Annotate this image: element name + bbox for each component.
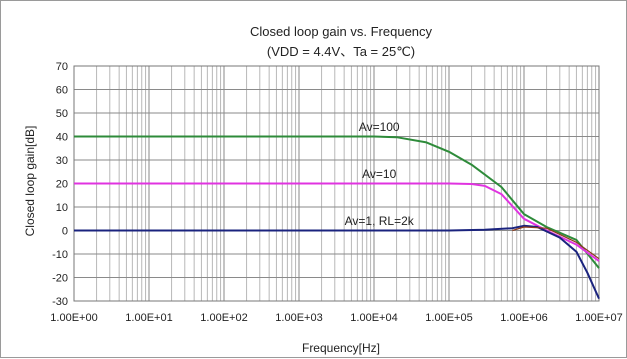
y-tick-label: -30 (52, 296, 68, 308)
y-tick-label: 0 (62, 226, 68, 238)
chart-title: Closed loop gain vs. Frequency (250, 24, 433, 39)
series-annotation: Av=1, RL=2k (345, 214, 415, 228)
chart-subtitle: (VDD = 4.4V、Ta = 25℃) (267, 44, 415, 59)
series-layer (74, 135, 600, 300)
y-axis-ticks: 70 60 50 40 30 20 10 0 -10 -20 -30 (52, 61, 68, 308)
y-axis-label: Closed loop gain[dB] (23, 126, 37, 237)
y-tick-label: 50 (56, 108, 68, 120)
x-tick-label: 1.00E+06 (500, 312, 547, 324)
x-tick-label: 1.00E+07 (575, 312, 622, 324)
y-tick-label: 30 (56, 155, 68, 167)
series-line-4 (512, 226, 600, 260)
y-tick-label: -10 (52, 249, 68, 261)
y-tick-label: 20 (56, 179, 68, 191)
x-tick-label: 1.00E+05 (425, 312, 472, 324)
series-annotation: Av=10 (362, 167, 396, 181)
y-tick-label: 70 (56, 61, 68, 73)
y-tick-label: 40 (56, 132, 68, 144)
x-axis-ticks: 1.00E+00 1.00E+01 1.00E+02 1.00E+03 1.00E+04… (50, 312, 622, 324)
x-tick-label: 1.00E+01 (125, 312, 172, 324)
annotations: Av=100 Av=10 Av=1, RL=2k (345, 120, 415, 228)
series-line-1 (74, 135, 600, 269)
x-axis-label: Frequency[Hz] (302, 341, 380, 355)
series-line-3 (74, 224, 600, 300)
x-tick-label: 1.00E+04 (350, 312, 397, 324)
y-tick-label: -20 (52, 273, 68, 285)
y-tick-label: 10 (56, 202, 68, 214)
x-tick-label: 1.00E+02 (200, 312, 247, 324)
y-tick-label: 60 (56, 85, 68, 97)
x-tick-label: 1.00E+03 (275, 312, 322, 324)
x-tick-label: 1.00E+00 (50, 312, 97, 324)
series-annotation: Av=100 (359, 120, 400, 134)
